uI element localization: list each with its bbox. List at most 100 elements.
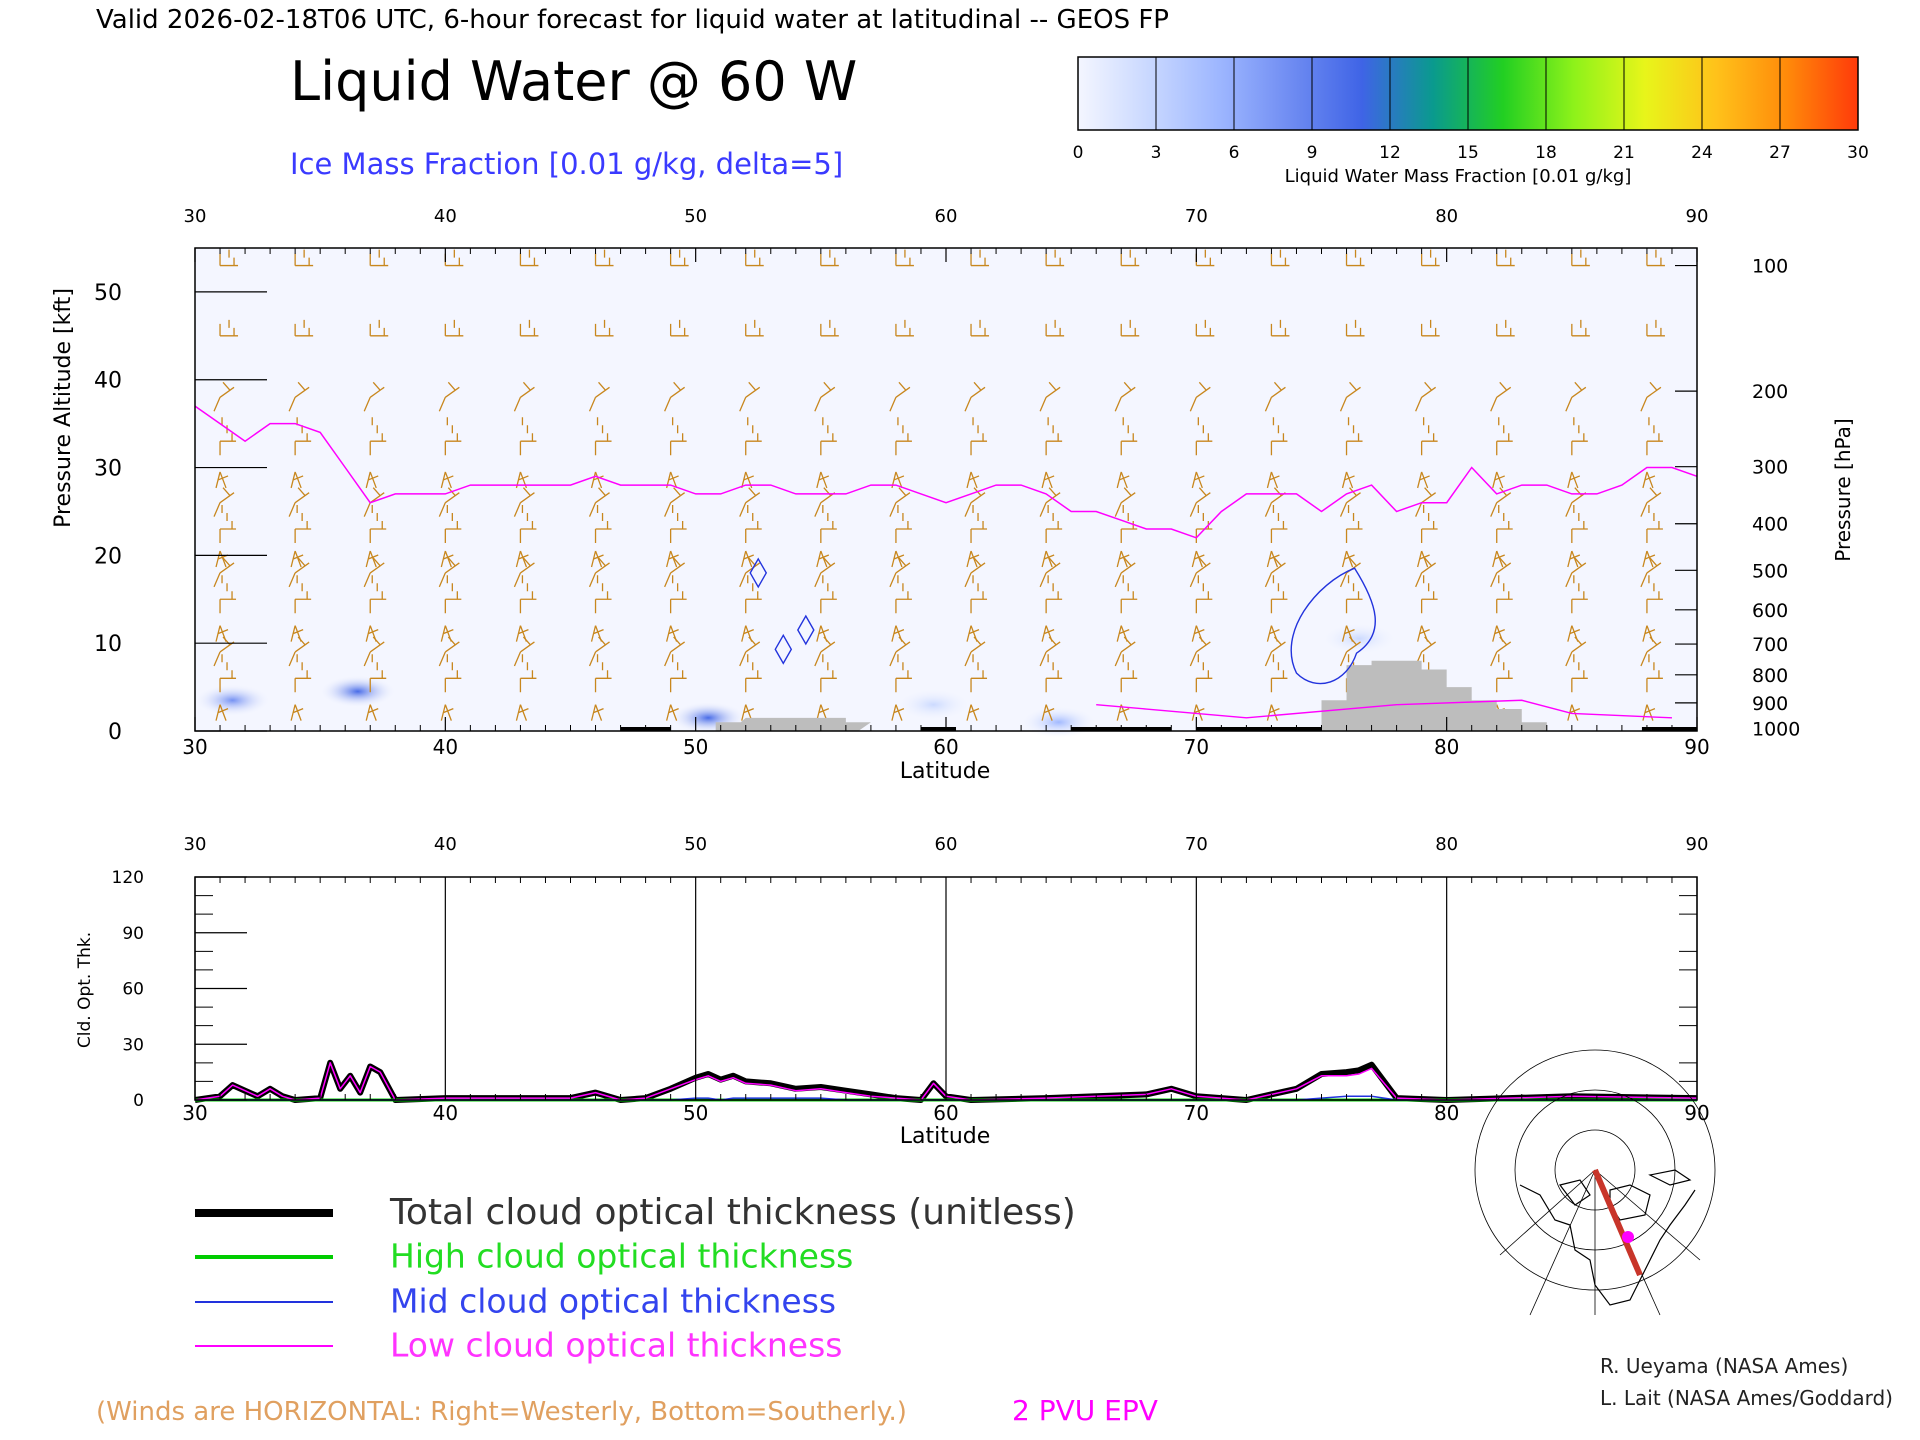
wind-barb [363, 381, 385, 412]
wind-barb [1266, 471, 1280, 489]
wind-barb [1114, 487, 1136, 517]
wind-barb [1191, 550, 1205, 568]
wind-barb [1339, 636, 1361, 667]
lower-y-tick-label: 30 [122, 1035, 144, 1055]
wind-barb [1571, 505, 1588, 544]
x-tick-label-top: 30 [184, 206, 207, 227]
wind-barb [745, 417, 762, 456]
wind-barb [1567, 471, 1581, 489]
wind-barb [820, 654, 837, 693]
wind-barb [1270, 505, 1288, 544]
wind-barb [213, 487, 235, 517]
wind-barb [1571, 654, 1588, 693]
colorbar-tick-label: 0 [1073, 143, 1084, 163]
wind-barb [669, 319, 689, 337]
wind-barb [664, 487, 686, 517]
liquid-water-blob [1321, 622, 1398, 655]
x-tick-label: 60 [933, 735, 958, 759]
wind-barb [294, 505, 312, 544]
lower-y-tick-label: 0 [133, 1091, 144, 1111]
y-tick-label: 10 [94, 632, 122, 657]
wind-barb [1120, 417, 1138, 456]
lower-y-tick-label: 90 [122, 924, 144, 944]
wind-barb [1264, 381, 1286, 412]
wind-barb [438, 381, 460, 412]
credit-2: L. Lait (NASA Ames/Goddard) [1600, 1386, 1893, 1410]
colorbar-tick-label: 30 [1847, 143, 1869, 163]
legend: Total cloud optical thickness (unitless)… [195, 1192, 1076, 1365]
wind-barb [588, 557, 610, 588]
wind-barb [1492, 471, 1505, 489]
wind-barb [745, 249, 764, 267]
lower-x-tick-label: 70 [1184, 1101, 1209, 1125]
x-tick-label: 70 [1184, 735, 1209, 759]
wind-barb [1571, 319, 1590, 337]
lower-x-tick-label: 30 [182, 1101, 207, 1125]
y-tick-label: 50 [94, 281, 122, 306]
wind-barb [966, 471, 980, 489]
epv-label: 2 PVU EPV [1012, 1394, 1158, 1427]
y-tick-label: 20 [94, 544, 122, 569]
wind-barb [438, 636, 460, 667]
legend-label-mid: Mid cloud optical thickness [390, 1282, 836, 1321]
liquid-water-blob [194, 684, 271, 717]
wind-barb [1270, 654, 1288, 693]
lower-x-tick-label-top: 40 [434, 834, 457, 855]
wind-barb [669, 417, 687, 456]
wind-barb [1646, 505, 1663, 544]
wind-barb [816, 550, 830, 568]
wind-barb [219, 417, 237, 456]
wind-barb [1041, 704, 1055, 721]
wind-barb [814, 636, 836, 667]
wind-barb [1191, 471, 1205, 489]
wind-barb [1120, 249, 1140, 267]
wind-barb [513, 381, 535, 412]
wind-barb [363, 487, 385, 517]
wind-barb [891, 550, 905, 568]
x-tick-label-top: 70 [1185, 206, 1208, 227]
wind-barb [1045, 505, 1063, 544]
wind-barb [294, 319, 314, 337]
wind-barb [964, 636, 986, 667]
wind-barb [1571, 417, 1588, 456]
liquid-water-blob [1020, 706, 1097, 739]
wind-barb [1490, 557, 1512, 588]
wind-barb [889, 487, 911, 517]
wind-barb [664, 557, 686, 588]
wind-barb [964, 381, 986, 412]
ice-contour [797, 614, 815, 646]
wind-barb [440, 471, 454, 489]
wind-barb [594, 249, 614, 267]
wind-barb [294, 575, 312, 614]
epv-low-contour [1096, 699, 1673, 719]
wind-barb [739, 381, 761, 412]
wind-barb [739, 636, 761, 667]
lower-x-tick-label-top: 50 [684, 834, 707, 855]
ice-subtitle: Ice Mass Fraction [0.01 g/kg, delta=5] [290, 147, 843, 181]
wind-barb [369, 249, 389, 267]
wind-barb [739, 487, 761, 517]
wind-barb [745, 654, 762, 693]
wind-barb [1264, 636, 1286, 667]
wind-barb [1045, 249, 1065, 267]
lower-x-tick-label-top: 90 [1686, 834, 1709, 855]
wind-barb [820, 505, 837, 544]
wind-barb [438, 557, 460, 588]
lower-y-tick-label: 120 [112, 868, 144, 888]
wind-barb [1041, 550, 1055, 568]
wind-barb [1642, 471, 1656, 489]
optical-thickness-panel: 30 30 40 40 50 50 60 60 70 70 80 80 90 90 0 30 60 90 120 [112, 834, 1710, 1125]
ice-contours [749, 557, 1673, 719]
wind-barb [814, 381, 836, 412]
wind-barb [215, 471, 229, 489]
wind-barb [966, 550, 980, 568]
wind-barb [513, 487, 535, 517]
wind-barb [1490, 636, 1512, 667]
wind-barb [1116, 550, 1130, 568]
wind-barb [1039, 487, 1061, 517]
wind-barb [1114, 557, 1136, 588]
wind-barb [1114, 636, 1136, 667]
wind-barb [588, 487, 610, 517]
colorbar-tick-label: 12 [1379, 143, 1401, 163]
cross-section-panel: 3030404050506060707080809090010203040501… [94, 206, 1800, 759]
